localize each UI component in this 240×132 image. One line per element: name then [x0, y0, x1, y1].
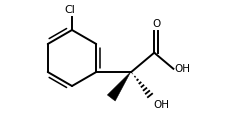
Text: Cl: Cl	[65, 5, 75, 15]
Text: OH: OH	[153, 100, 169, 110]
Text: O: O	[153, 19, 161, 29]
Text: OH: OH	[174, 64, 190, 74]
Polygon shape	[107, 72, 131, 101]
